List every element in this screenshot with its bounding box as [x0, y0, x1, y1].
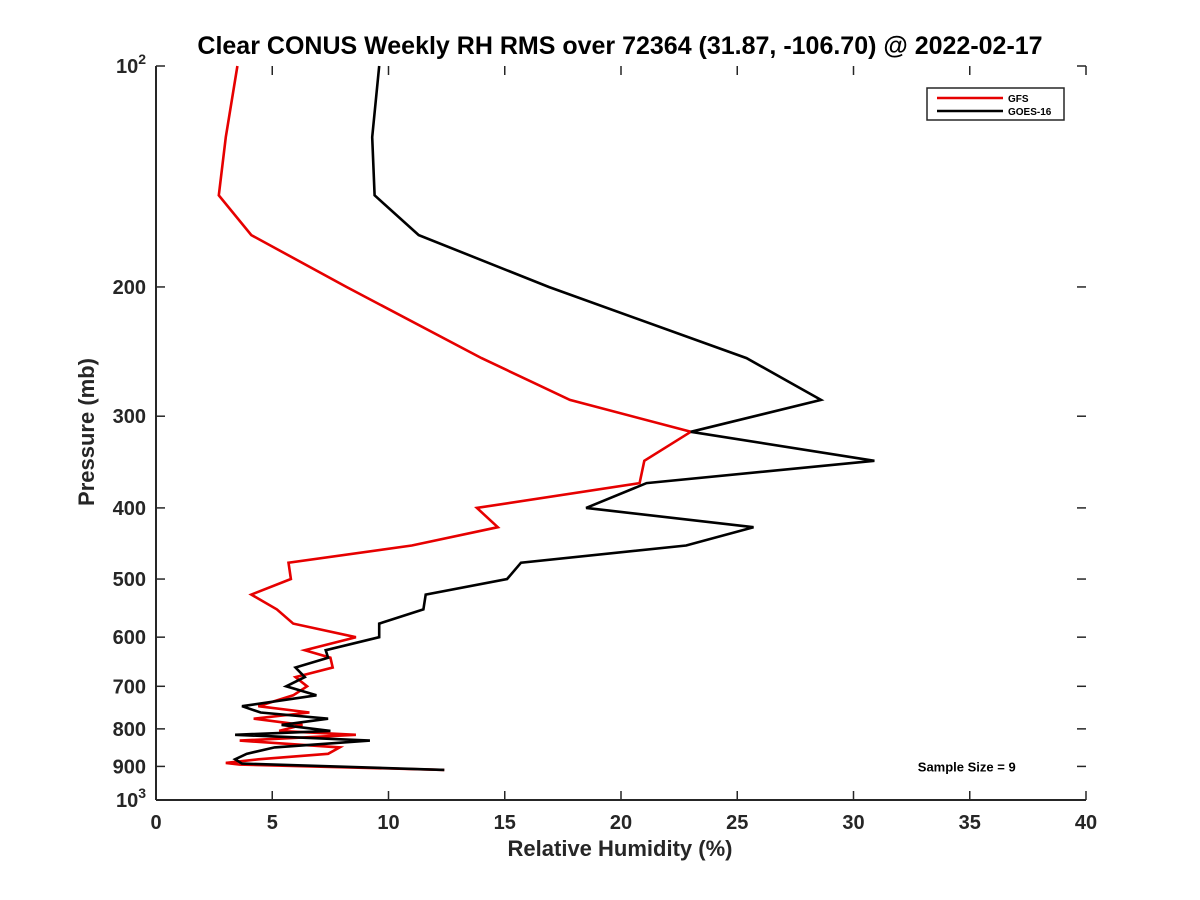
- legend-label: GOES-16: [1008, 107, 1052, 118]
- x-axis-label: Relative Humidity (%): [508, 836, 733, 861]
- series-line-goes-16: [232, 65, 875, 772]
- chart-title: Clear CONUS Weekly RH RMS over 72364 (31…: [197, 32, 1042, 60]
- x-tick-label: 30: [842, 812, 864, 834]
- series-line-gfs: [217, 65, 695, 772]
- y-tick-label: 103: [116, 785, 146, 812]
- y-axis-label: Pressure (mb): [74, 358, 99, 506]
- axis-lines: [155, 66, 1086, 801]
- y-tick-label: 800: [113, 719, 146, 741]
- x-tick-label: 15: [494, 812, 516, 834]
- y-tick-label: 500: [113, 569, 146, 591]
- y-tick-label: 700: [113, 676, 146, 698]
- x-tick-label: 0: [150, 812, 161, 834]
- x-tick-label: 20: [610, 812, 632, 834]
- legend: GFS GOES-16: [926, 87, 1065, 121]
- y-tick-label: 200: [113, 277, 146, 299]
- y-axis-ticks: 102 200 300 400 500 600 700 800 900 103: [113, 51, 1086, 812]
- y-tick-label: 102: [116, 51, 146, 78]
- y-tick-label: 400: [113, 498, 146, 520]
- sample-size-annotation: Sample Size = 9: [918, 759, 1016, 774]
- y-tick-label: 600: [113, 627, 146, 649]
- legend-label: GFS: [1008, 94, 1029, 105]
- annotations: Sample Size = 9: [918, 759, 1016, 774]
- y-tick-label: 300: [113, 406, 146, 428]
- x-tick-label: 25: [726, 812, 748, 834]
- x-tick-label: 10: [377, 812, 399, 834]
- y-tick-label: 900: [113, 756, 146, 778]
- x-tick-label: 35: [959, 812, 981, 834]
- x-tick-label: 40: [1075, 812, 1097, 834]
- x-tick-label: 5: [267, 812, 278, 834]
- series-layer: [217, 65, 875, 772]
- legend-box: [926, 87, 1065, 121]
- x-axis-ticks: 0 5 10 15 20 25 30 35 40: [150, 66, 1097, 834]
